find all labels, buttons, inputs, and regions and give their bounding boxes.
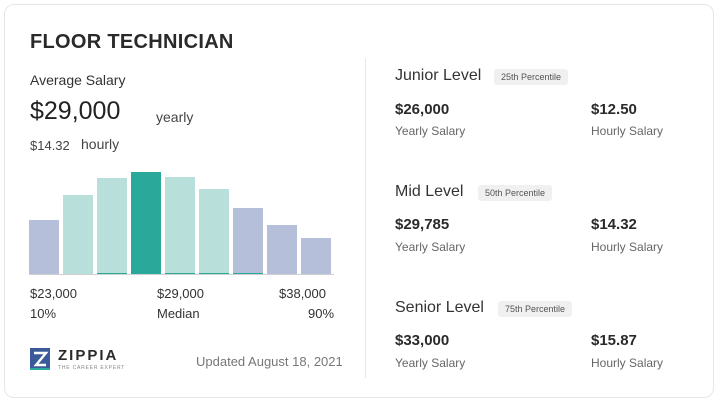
hourly-salary-label: Hourly Salary (591, 240, 664, 254)
zippia-wordmark[interactable]: ZIPPIA (58, 347, 119, 364)
histogram-bar (267, 225, 297, 275)
yearly-salary-label: Yearly Salary (395, 356, 466, 370)
axis-low-percentile: 10% (30, 306, 57, 321)
axis-low-value: $23,000 (30, 286, 77, 301)
average-hourly-value: $14.32 (30, 138, 70, 153)
histogram-bar (29, 220, 59, 275)
average-salary-value: $29,000 (30, 97, 121, 125)
zippia-tagline: THE CAREER EXPERT (58, 365, 126, 371)
average-salary-label: Average Salary (30, 72, 126, 88)
zippia-logo-icon[interactable] (30, 348, 50, 370)
updated-date: Updated August 18, 2021 (196, 354, 343, 369)
percentile-badge: 25th Percentile (494, 69, 569, 85)
column-divider (365, 58, 366, 378)
hourly-salary-value: $12.50 (591, 101, 637, 118)
level-name: Junior Level (395, 67, 482, 84)
percentile-badge: 75th Percentile (498, 301, 573, 317)
level-name: Mid Level (395, 183, 464, 200)
hourly-salary-value: $14.32 (591, 216, 637, 233)
percentile-badge: 50th Percentile (478, 185, 553, 201)
histogram-bar (97, 178, 127, 275)
average-hourly-period: hourly (81, 136, 120, 152)
salary-distribution-chart (29, 170, 334, 275)
axis-high-value: $38,000 (279, 286, 326, 301)
yearly-salary-value: $26,000 (395, 101, 450, 118)
hourly-salary-label: Hourly Salary (591, 124, 664, 138)
yearly-salary-value: $29,785 (395, 216, 450, 233)
axis-median-value: $29,000 (157, 286, 204, 301)
histogram-bar (301, 238, 331, 275)
histogram-bar (165, 177, 195, 275)
hourly-salary-label: Hourly Salary (591, 356, 664, 370)
hourly-salary-value: $15.87 (591, 332, 637, 349)
level-name: Senior Level (395, 299, 484, 316)
yearly-salary-label: Yearly Salary (395, 240, 466, 254)
job-title: FLOOR TECHNICIAN (30, 31, 234, 53)
yearly-salary-value: $33,000 (395, 332, 450, 349)
histogram-bar (63, 195, 93, 275)
average-salary-period: yearly (156, 109, 194, 125)
chart-baseline (29, 274, 334, 275)
histogram-bar (233, 208, 263, 275)
yearly-salary-label: Yearly Salary (395, 124, 466, 138)
axis-median-label: Median (157, 306, 200, 321)
histogram-bar (131, 172, 161, 275)
axis-high-percentile: 90% (308, 306, 335, 321)
histogram-bar (199, 189, 229, 275)
